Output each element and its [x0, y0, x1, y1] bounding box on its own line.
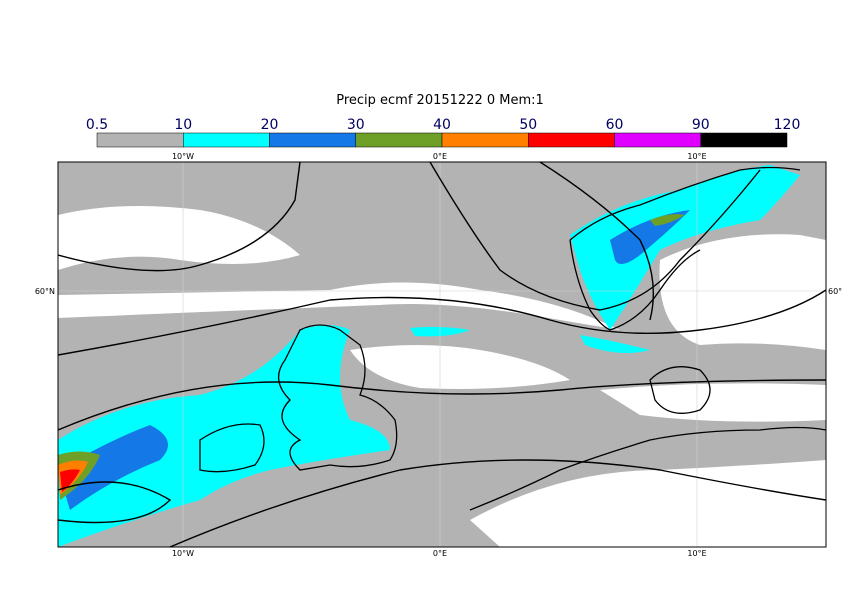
isobar: [58, 379, 826, 431]
precip-20-30: [58, 425, 168, 510]
lon-label: 0°E: [433, 549, 447, 558]
dry-area: [659, 234, 826, 350]
colorbar-segment: [614, 132, 701, 148]
coastline: [469, 426, 826, 511]
colorbar-tick-label: 50: [519, 117, 537, 133]
lon-label: 0°E: [433, 152, 447, 161]
isobar: [539, 162, 654, 321]
dry-area: [600, 383, 826, 422]
colorbar-tick-label: 120: [774, 117, 801, 133]
lon-label: 10°E: [687, 152, 706, 161]
colorbar-tick-label: 40: [433, 117, 451, 133]
precip-20-30: [610, 210, 690, 264]
colorbar-segment: [528, 132, 615, 148]
lon-label: 10°E: [687, 549, 706, 558]
isobar: [58, 162, 301, 272]
colorbar-tick-label: 0.5: [86, 117, 108, 133]
colorbar: 0.5 10 20 30 40 50 60 90 120: [86, 117, 801, 148]
dry-area: [58, 206, 300, 270]
coastline: [199, 423, 265, 473]
lat-label: 60°N: [828, 287, 842, 296]
precip-10-20: [58, 325, 390, 547]
lon-label: 10°W: [172, 549, 194, 558]
colorbar-tick-label: 20: [261, 117, 279, 133]
lat-label: 60°N: [35, 287, 55, 296]
coastline: [649, 366, 711, 414]
colorbar-segment: [96, 132, 184, 148]
isobar: [169, 459, 826, 547]
colorbar-segment: [183, 132, 270, 148]
dry-area: [350, 345, 570, 389]
precip-10-20: [570, 165, 800, 330]
coastline: [569, 166, 801, 331]
isobar: [429, 162, 761, 311]
precip-50-60: [60, 469, 80, 492]
isobar: [58, 481, 172, 524]
colorbar-tick-label: 30: [347, 117, 365, 133]
colorbar-segment: [269, 132, 356, 148]
colorbar-tick-label: 90: [692, 117, 710, 133]
colorbar-tick-label: 60: [606, 117, 624, 133]
map-frame: [57, 161, 827, 548]
colorbar-segment: [355, 132, 443, 148]
colorbar-tick-label: 10: [174, 117, 192, 133]
dry-area: [470, 460, 826, 547]
colorbar-segment: [441, 132, 529, 148]
map-title: Precip ecmf 20151222 0 Mem:1: [336, 93, 544, 108]
colorbar-segment: [700, 132, 788, 148]
map: [58, 162, 826, 547]
dry-area: [58, 282, 620, 330]
precip-30-40: [650, 214, 685, 226]
coastline: [278, 324, 398, 471]
lon-label: 10°W: [172, 152, 194, 161]
precip-10-20: [580, 335, 650, 354]
isobar: [58, 289, 826, 356]
